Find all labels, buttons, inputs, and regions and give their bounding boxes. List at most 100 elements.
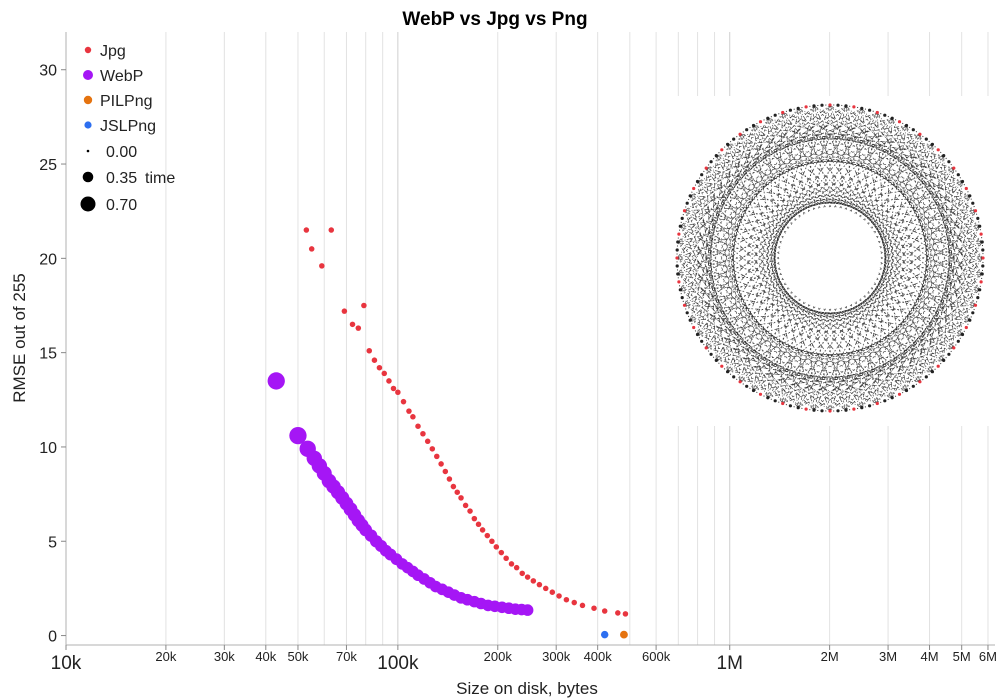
- x-tick-label-4M: 4M: [920, 649, 938, 664]
- inset-edge: [891, 226, 981, 398]
- inset-edge: [767, 347, 954, 399]
- inset-node: [918, 132, 922, 136]
- inset-edge: [753, 360, 944, 391]
- inset-node: [979, 232, 983, 236]
- inset-edge: [845, 273, 983, 411]
- point-jpg: [395, 389, 401, 396]
- inset-node: [680, 296, 684, 300]
- x-tick-label-100k: 100k: [377, 653, 419, 674]
- inset-node: [738, 380, 742, 384]
- point-jpg: [361, 302, 367, 309]
- x-tick-label-50k: 50k: [287, 649, 308, 664]
- legend-size-title: time: [145, 170, 175, 187]
- point-pilpng: [620, 630, 628, 639]
- inset-edge: [679, 226, 769, 398]
- inset-edge: [740, 133, 933, 145]
- inset-node: [726, 142, 730, 146]
- inset-node: [980, 240, 984, 244]
- inset-node: [720, 148, 724, 152]
- point-jpg: [406, 408, 412, 414]
- inset-node: [781, 110, 785, 115]
- x-tick-label-1M: 1M: [717, 653, 743, 674]
- legend-size-marker-large: [80, 196, 96, 212]
- point-jpg: [591, 605, 597, 611]
- inset-node: [973, 303, 978, 307]
- inset-node: [678, 288, 682, 292]
- inset-node: [836, 409, 840, 413]
- point-jpg: [415, 423, 421, 429]
- inset-node: [804, 105, 808, 109]
- network-circle-graphic: [674, 96, 994, 426]
- inset-edge: [697, 112, 878, 335]
- inset-node: [766, 396, 770, 400]
- inset-node: [688, 318, 692, 322]
- y-tick-label: 20: [39, 251, 57, 268]
- inset-edge: [706, 117, 893, 169]
- inset-edge: [679, 118, 769, 290]
- inset-node: [695, 332, 700, 337]
- legend-size-label-small: 0.00: [106, 144, 137, 161]
- legend-label-webp: WebP: [100, 68, 143, 85]
- legend-size-mid: 0.35 time: [82, 170, 175, 187]
- point-jpg: [355, 325, 362, 331]
- inset-node: [773, 399, 777, 403]
- inset-node: [796, 106, 800, 110]
- y-tick-label: 15: [39, 346, 57, 363]
- x-tick-label-200k: 200k: [484, 649, 513, 664]
- point-jpg: [536, 581, 543, 588]
- point-jpg: [484, 532, 491, 539]
- inset-node: [788, 108, 793, 112]
- inset-node: [875, 110, 879, 115]
- inset-edge: [943, 155, 955, 348]
- axes-layer: 0 5 10 15 20 25 30 10k 20k 30k 40k 50k 70k 100k 200k 30…: [39, 32, 997, 674]
- legend-item-pilpng: PILPng: [83, 93, 152, 110]
- inset-edge: [676, 108, 799, 259]
- inset-node: [828, 409, 832, 413]
- point-jpg: [303, 227, 310, 233]
- inset-node: [968, 318, 972, 322]
- inset-node: [897, 392, 902, 396]
- inset-node: [981, 264, 985, 268]
- legend-size-small: 0.00: [86, 144, 137, 161]
- inset-node: [956, 173, 960, 177]
- legend-label-jslpng: JSLPng: [100, 118, 156, 135]
- inset-node: [828, 103, 832, 107]
- inset-node: [709, 352, 713, 356]
- inset-edge: [919, 134, 971, 321]
- inset-edge: [697, 334, 878, 404]
- point-jpg: [434, 453, 440, 460]
- inset-node: [675, 256, 679, 260]
- inset-edge: [697, 144, 728, 335]
- inset-edge: [684, 305, 847, 411]
- y-axis-label: RMSE out of 255: [10, 273, 29, 402]
- inset-edge: [677, 112, 783, 275]
- point-jpg: [386, 378, 392, 384]
- inset-node: [675, 264, 679, 268]
- inset-edge: [877, 241, 983, 404]
- inset-node: [980, 272, 984, 276]
- legend-size-marker-small: [86, 149, 90, 153]
- inset-node: [976, 216, 980, 220]
- inset-edge: [677, 273, 815, 411]
- inset-node: [695, 179, 700, 184]
- inset-node: [979, 280, 983, 284]
- point-jpg: [442, 468, 449, 475]
- inset-node: [968, 194, 972, 198]
- inset-node: [758, 392, 763, 396]
- inset-edge: [680, 104, 831, 227]
- y-tick-label: 30: [39, 63, 57, 80]
- legend-marker-jpg: [84, 46, 92, 54]
- point-webp: [521, 604, 534, 616]
- point-jpg: [530, 578, 537, 584]
- inset-node: [677, 280, 681, 284]
- inset-edge: [727, 371, 920, 383]
- inset-node: [709, 160, 713, 164]
- inset-node: [911, 384, 915, 388]
- point-jpg: [349, 321, 356, 328]
- inset-node: [820, 409, 824, 413]
- legend: Jpg WebP PILPng JSLPng 0.00 0.35 time 0.…: [80, 43, 175, 214]
- point-jpg: [458, 495, 464, 501]
- point-webp: [267, 372, 285, 390]
- inset-node: [924, 375, 928, 379]
